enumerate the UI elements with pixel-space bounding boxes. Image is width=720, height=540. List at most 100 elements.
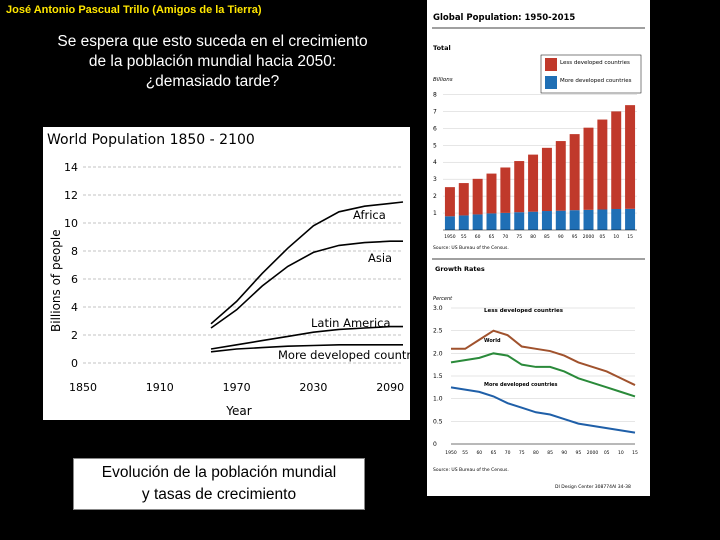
bar-less-developed: [625, 105, 636, 209]
bar-more-developed: [458, 215, 469, 230]
census-charts-panel: Global Population: 1950-2015 Total Billi…: [427, 0, 650, 496]
growth-x-tick: 65: [491, 450, 497, 456]
growth-y-tick: 0: [433, 441, 437, 448]
bar-y-tick: 6: [433, 125, 437, 132]
y-tick-label: 2: [71, 329, 78, 342]
bar-more-developed: [444, 216, 455, 230]
author-header: José Antonio Pascual Trillo (Amigos de l…: [6, 4, 262, 16]
bar-y-tick: 4: [433, 159, 437, 166]
bar-more-developed: [472, 214, 483, 230]
growth-y-tick: 2.5: [433, 328, 443, 335]
bar-chart-title: Global Population: 1950-2015: [433, 13, 575, 23]
bar-y-tick: 1: [433, 210, 437, 217]
bar-x-tick: 75: [516, 234, 522, 240]
growth-x-tick: 55: [462, 450, 468, 456]
census-charts: Global Population: 1950-2015 Total Billi…: [432, 13, 645, 490]
bar-more-developed: [625, 208, 636, 230]
bar-less-developed: [541, 147, 552, 212]
growth-label-world: World: [484, 338, 501, 344]
bar-x-tick: 05: [599, 234, 605, 240]
legend-swatch-more-developed: [545, 76, 557, 89]
bar-less-developed: [597, 119, 608, 210]
bar-x-tick: 65: [489, 234, 495, 240]
bar-x-tick: 2000: [583, 234, 595, 240]
series-line-africa: [210, 201, 404, 325]
growth-y-tick: 3.0: [433, 305, 443, 312]
growth-x-tick: 90: [561, 450, 567, 456]
legend-label-less-developed: Less developed countries: [560, 60, 630, 66]
caption-line-1: Evolución de la población mundial: [101, 464, 337, 481]
world-population-chart-panel: World Population 1850 - 2100 Billions of…: [43, 127, 427, 420]
bar-x-tick: 10: [613, 234, 619, 240]
growth-x-tick: 05: [604, 450, 610, 456]
bar-less-developed: [569, 134, 580, 211]
slide-caption: Evolución de la población mundial y tasa…: [73, 458, 365, 510]
bar-more-developed: [528, 211, 539, 230]
bar-more-developed: [583, 209, 594, 230]
y-tick-label: 4: [71, 301, 78, 314]
bar-x-tick: 60: [475, 234, 481, 240]
bar-more-developed: [569, 210, 580, 230]
bar-x-tick: 80: [530, 234, 536, 240]
bar-more-developed: [500, 212, 511, 230]
bar-y-label: Billions: [433, 77, 453, 83]
growth-line-more-developed-countries: [450, 386, 636, 434]
headline-line-1: Se espera que esto suceda en el crecimie…: [57, 33, 368, 50]
y-tick-label: 14: [64, 161, 78, 174]
world-population-chart: World Population 1850 - 2100 Billions of…: [47, 132, 427, 418]
growth-x-tick: 15: [632, 450, 638, 456]
series-label-africa: Africa: [353, 208, 386, 222]
slide-headline: Se espera que esto suceda en el crecimie…: [20, 32, 405, 92]
growth-y-label: Percent: [433, 296, 453, 302]
chart-title: World Population 1850 - 2100: [47, 132, 255, 148]
bar-more-developed: [541, 211, 552, 230]
y-tick-label: 10: [64, 217, 78, 230]
bar-less-developed: [583, 127, 594, 210]
growth-x-tick: 75: [519, 450, 525, 456]
bar-more-developed: [611, 208, 622, 230]
growth-y-tick: 2.0: [433, 350, 443, 357]
series-label-more-developed-countries: More developed countries: [278, 348, 410, 362]
legend-swatch-less-developed: [545, 58, 557, 71]
headline-line-3: ¿demasiado tarde?: [145, 73, 280, 90]
bar-x-tick: 55: [461, 234, 467, 240]
growth-x-tick: 95: [576, 450, 582, 456]
bar-x-tick: 70: [502, 234, 508, 240]
growth-line-less-developed-countries: [451, 329, 636, 386]
y-tick-label: 0: [71, 357, 78, 370]
bar-more-developed: [514, 212, 525, 230]
bar-x-tick: 95: [572, 234, 578, 240]
bar-y-tick: 3: [433, 176, 437, 183]
growth-x-tick: 10: [618, 450, 624, 456]
bar-less-developed: [486, 173, 497, 214]
growth-x-tick: 85: [547, 450, 553, 456]
growth-x-tick: 1950: [445, 450, 457, 456]
series-label-asia: Asia: [368, 251, 392, 265]
growth-line-world: [450, 352, 636, 398]
bar-more-developed: [555, 210, 566, 230]
bar-x-tick: 85: [544, 234, 550, 240]
bar-y-tick: 8: [433, 91, 437, 98]
y-axis-label: Billions of people: [49, 229, 63, 332]
bar-y-tick: 5: [433, 142, 437, 149]
growth-x-tick: 80: [533, 450, 539, 456]
growth-y-tick: 1.0: [433, 396, 443, 403]
growth-credit: DI Design Center 308774AI 34-38: [555, 484, 631, 490]
bar-less-developed: [514, 161, 525, 213]
bar-less-developed: [555, 141, 566, 211]
growth-chart-title: Growth Rates: [435, 265, 485, 273]
x-tick-label: 1910: [146, 381, 174, 394]
growth-source: Source: US Bureau of the Census.: [433, 467, 509, 473]
growth-x-tick: 60: [476, 450, 482, 456]
bar-legend-box: [540, 54, 642, 94]
x-tick-label: 2090: [376, 381, 404, 394]
series-label-latin-america: Latin America: [311, 316, 391, 330]
bar-less-developed: [444, 187, 455, 217]
series-line-latin-america: [210, 325, 403, 350]
bar-x-tick: 90: [558, 234, 564, 240]
bar-less-developed: [472, 178, 483, 215]
bar-y-tick: 7: [433, 108, 437, 115]
bar-x-tick: 15: [627, 234, 633, 240]
x-tick-label: 1850: [69, 381, 97, 394]
caption-line-2: y tasas de crecimiento: [141, 486, 297, 503]
